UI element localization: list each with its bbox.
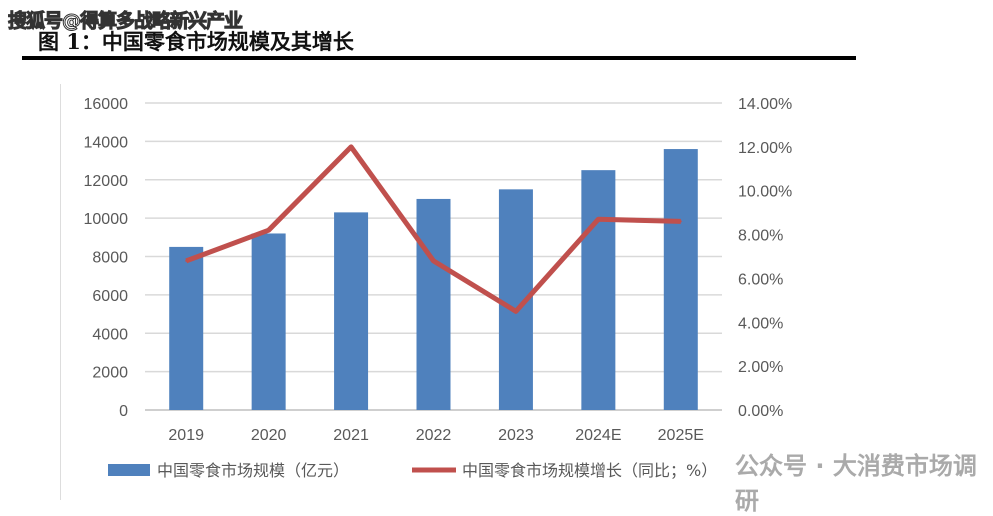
x-tick-label: 2022 [416,427,452,444]
line-point [514,310,517,313]
bar [416,198,451,410]
left-border [60,84,61,500]
left-tick-label: 14000 [84,134,129,151]
x-tick-label: 2024E [575,427,621,444]
x-tick-label: 2021 [333,427,369,444]
legend-label-bar: 中国零食市场规模（亿元） [157,461,349,480]
bar [169,246,204,410]
line-point [432,259,435,262]
right-tick-label: 6.00% [738,271,783,288]
bar [251,233,286,410]
right-tick-label: 4.00% [738,315,783,332]
line-point [185,259,188,262]
line-point [679,220,682,223]
right-tick-label: 12.00% [738,140,792,157]
left-tick-label: 4000 [92,326,128,343]
right-tick-label: 0.00% [738,403,783,420]
right-tick-label: 14.00% [738,96,792,113]
line-point [350,145,353,148]
figure-title: 图 1：中国零食市场规模及其增长 [38,29,354,54]
left-tick-label: 6000 [92,288,128,305]
right-tick-label: 2.00% [738,359,783,376]
watermark: 搜狐号@得算多战略新兴产业 [7,10,243,33]
x-tick-label: 2019 [168,427,204,444]
left-tick-label: 10000 [84,211,129,228]
left-tick-label: 12000 [84,173,129,190]
bar [663,149,698,411]
title-rule [22,56,856,60]
bar [581,170,616,410]
line-point [267,229,270,232]
left-tick-label: 2000 [92,365,128,382]
line-point [597,218,600,221]
x-tick-label: 2020 [251,427,287,444]
x-tick-label: 2023 [498,427,534,444]
x-tick-label: 2025E [658,427,704,444]
bar [334,212,369,410]
right-tick-label: 8.00% [738,228,783,245]
legend-label-line: 中国零食市场规模增长（同比；%） [462,461,717,480]
left-tick-label: 8000 [92,250,128,267]
left-tick-label: 0 [119,403,128,420]
legend-swatch-bar [108,464,150,476]
right-tick-label: 10.00% [738,184,792,201]
chart: 0 2000 4000 6000 8000 10000 12000 14000 16000 0.0… [84,96,793,480]
left-tick-label: 16000 [84,96,129,113]
footer-watermark: 公众号 · 大消费市场调研 [735,452,977,515]
